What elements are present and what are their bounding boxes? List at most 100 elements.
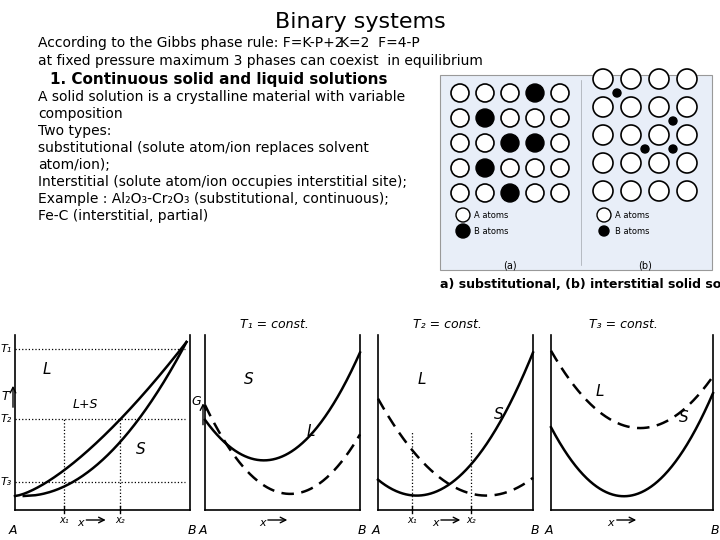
Text: atom/ion);: atom/ion); [38, 158, 110, 172]
Text: 1. Continuous solid and liquid solutions: 1. Continuous solid and liquid solutions [50, 72, 387, 87]
Circle shape [649, 181, 669, 201]
Text: composition: composition [38, 107, 122, 121]
Text: L: L [42, 361, 50, 376]
Circle shape [597, 208, 611, 222]
Text: (b): (b) [638, 260, 652, 270]
Text: L+S: L+S [72, 399, 98, 411]
Text: According to the Gibbs phase rule: F=K-P+2: According to the Gibbs phase rule: F=K-P… [38, 36, 343, 50]
Circle shape [526, 109, 544, 127]
Circle shape [641, 145, 649, 153]
Text: x₁: x₁ [408, 515, 417, 525]
Text: substitutional (solute atom/ion replaces solvent: substitutional (solute atom/ion replaces… [38, 141, 369, 155]
Circle shape [451, 184, 469, 202]
Circle shape [476, 159, 494, 177]
Text: A: A [545, 524, 553, 537]
Circle shape [526, 159, 544, 177]
Circle shape [677, 153, 697, 173]
Circle shape [551, 184, 569, 202]
Circle shape [476, 109, 494, 127]
Text: x: x [258, 518, 266, 528]
Text: (a): (a) [503, 260, 517, 270]
Circle shape [677, 97, 697, 117]
Text: x: x [432, 518, 438, 528]
Text: B: B [711, 524, 719, 537]
Text: T₃ = const.: T₃ = const. [590, 318, 658, 331]
Text: K=2  F=4-P: K=2 F=4-P [340, 36, 420, 50]
Circle shape [526, 84, 544, 102]
Circle shape [649, 97, 669, 117]
Text: S: S [494, 407, 504, 422]
Circle shape [649, 125, 669, 145]
Text: B atoms: B atoms [474, 226, 508, 235]
Circle shape [669, 117, 677, 125]
Circle shape [551, 159, 569, 177]
Text: at fixed pressure maximum 3 phases can coexist  in equilibrium: at fixed pressure maximum 3 phases can c… [38, 54, 483, 68]
Text: S: S [679, 410, 688, 426]
Text: A: A [199, 524, 207, 537]
Text: B: B [531, 524, 539, 537]
Text: A: A [372, 524, 380, 537]
Circle shape [501, 134, 519, 152]
Text: T₂: T₂ [1, 414, 12, 424]
Circle shape [551, 84, 569, 102]
Circle shape [526, 134, 544, 152]
Text: A atoms: A atoms [474, 211, 508, 219]
Circle shape [677, 125, 697, 145]
Text: x: x [77, 518, 84, 528]
Circle shape [621, 153, 641, 173]
Circle shape [456, 208, 470, 222]
Circle shape [456, 224, 470, 238]
Text: B atoms: B atoms [615, 226, 649, 235]
Bar [440, 75, 712, 270]
Text: A: A [9, 524, 17, 537]
Circle shape [501, 84, 519, 102]
Circle shape [677, 181, 697, 201]
Circle shape [451, 134, 469, 152]
Circle shape [593, 153, 613, 173]
Text: L: L [306, 424, 315, 440]
Circle shape [621, 125, 641, 145]
Circle shape [451, 84, 469, 102]
Circle shape [677, 69, 697, 89]
Circle shape [501, 109, 519, 127]
Circle shape [593, 181, 613, 201]
Circle shape [621, 181, 641, 201]
Text: a) substitutional, (b) interstitial solid solutions: a) substitutional, (b) interstitial soli… [440, 278, 720, 291]
Circle shape [649, 69, 669, 89]
Circle shape [593, 125, 613, 145]
Text: x₂: x₂ [115, 515, 125, 525]
Text: T₃: T₃ [1, 477, 12, 487]
Text: S: S [136, 442, 146, 457]
Circle shape [621, 97, 641, 117]
Text: T₁ = const.: T₁ = const. [240, 318, 309, 331]
Circle shape [593, 97, 613, 117]
Text: x: x [608, 518, 614, 528]
Circle shape [669, 145, 677, 153]
Text: A atoms: A atoms [615, 211, 649, 219]
Circle shape [599, 226, 609, 236]
Circle shape [593, 69, 613, 89]
Text: Fe-C (interstitial, partial): Fe-C (interstitial, partial) [38, 209, 208, 223]
Circle shape [501, 184, 519, 202]
Circle shape [476, 134, 494, 152]
Text: Interstitial (solute atom/ion occupies interstitial site);: Interstitial (solute atom/ion occupies i… [38, 175, 407, 189]
Circle shape [501, 159, 519, 177]
Text: T: T [1, 390, 9, 403]
Circle shape [476, 84, 494, 102]
Circle shape [621, 69, 641, 89]
Circle shape [551, 109, 569, 127]
Text: G: G [192, 395, 201, 408]
Text: Two types:: Two types: [38, 124, 112, 138]
Circle shape [451, 159, 469, 177]
Text: T₂ = const.: T₂ = const. [413, 318, 482, 331]
Circle shape [451, 109, 469, 127]
Text: L: L [595, 384, 604, 399]
Text: A solid solution is a crystalline material with variable: A solid solution is a crystalline materi… [38, 90, 405, 104]
Text: x₂: x₂ [466, 515, 476, 525]
Text: T₁: T₁ [1, 344, 12, 354]
Text: L: L [417, 372, 426, 387]
Text: S: S [243, 372, 253, 387]
Circle shape [551, 134, 569, 152]
Text: B: B [188, 524, 197, 537]
Circle shape [476, 184, 494, 202]
